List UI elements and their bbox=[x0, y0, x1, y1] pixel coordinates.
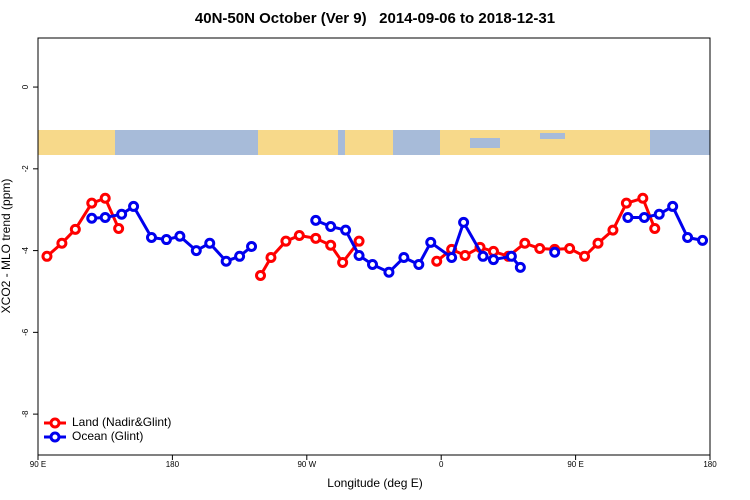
data-point bbox=[564, 243, 576, 255]
land-strip bbox=[345, 130, 393, 155]
ocean-strip bbox=[470, 138, 500, 148]
x-axis-label: Longitude (deg E) bbox=[327, 476, 422, 490]
data-point bbox=[425, 236, 437, 248]
legend-marker bbox=[49, 417, 61, 429]
data-point bbox=[86, 197, 98, 209]
data-point bbox=[255, 270, 267, 282]
data-point bbox=[638, 211, 650, 223]
data-point bbox=[649, 223, 661, 235]
y-tick-label: -8 bbox=[21, 410, 30, 418]
chart-title: 40N-50N October (Ver 9) 2014-09-06 to 20… bbox=[195, 10, 555, 27]
data-point bbox=[160, 234, 172, 246]
data-point bbox=[116, 208, 128, 220]
data-point bbox=[310, 232, 322, 244]
y-tick-label: 0 bbox=[21, 84, 30, 89]
data-point bbox=[383, 266, 395, 278]
ocean-strip bbox=[540, 133, 565, 139]
x-tick-label: 0 bbox=[439, 460, 444, 469]
map-strip bbox=[38, 130, 710, 155]
data-point bbox=[69, 223, 81, 235]
data-point bbox=[128, 200, 140, 212]
data-point bbox=[579, 250, 591, 262]
data-point bbox=[458, 216, 470, 228]
data-point bbox=[325, 239, 337, 251]
data-point bbox=[514, 261, 526, 273]
data-point bbox=[622, 211, 634, 223]
x-tick-label: 90 W bbox=[297, 460, 316, 469]
data-point bbox=[487, 254, 499, 266]
data-point bbox=[446, 252, 458, 264]
data-point bbox=[56, 237, 68, 249]
data-point bbox=[477, 250, 489, 262]
data-point bbox=[607, 224, 619, 236]
legend-label: Ocean (Glint) bbox=[72, 429, 143, 443]
data-point bbox=[667, 200, 679, 212]
data-point bbox=[592, 237, 604, 249]
data-point bbox=[190, 245, 202, 257]
data-point bbox=[113, 223, 125, 235]
data-point bbox=[41, 250, 53, 262]
data-point bbox=[325, 220, 337, 232]
data-point bbox=[549, 246, 561, 258]
data-point bbox=[505, 250, 517, 262]
data-point bbox=[367, 258, 379, 270]
x-tick-label: 180 bbox=[166, 460, 180, 469]
data-point bbox=[697, 234, 709, 246]
data-point bbox=[353, 249, 365, 261]
y-tick-label: -4 bbox=[21, 246, 30, 254]
data-point bbox=[99, 211, 111, 223]
data-point bbox=[220, 255, 232, 267]
y-tick-label: -6 bbox=[21, 328, 30, 336]
data-point bbox=[337, 256, 349, 268]
data-point bbox=[620, 197, 632, 209]
data-point bbox=[413, 258, 425, 270]
y-axis-label: XCO2 - MLO trend (ppm) bbox=[0, 179, 13, 314]
data-point bbox=[246, 241, 258, 252]
data-point bbox=[653, 208, 665, 220]
x-tick-label: 90 E bbox=[30, 460, 46, 469]
data-point bbox=[234, 250, 246, 262]
data-point bbox=[99, 192, 111, 204]
data-point bbox=[174, 230, 186, 242]
plot-frame bbox=[37, 37, 711, 456]
data-point bbox=[145, 232, 157, 244]
data-point bbox=[534, 243, 546, 255]
data-point bbox=[459, 249, 471, 261]
y-tick-label: -2 bbox=[21, 165, 30, 173]
data-point bbox=[310, 214, 322, 226]
data-point bbox=[86, 212, 98, 224]
x-tick-label: 180 bbox=[703, 460, 717, 469]
x-tick-label: 90 E bbox=[567, 460, 583, 469]
data-point bbox=[340, 224, 352, 236]
data-point bbox=[353, 235, 365, 247]
data-point bbox=[519, 237, 531, 249]
data-point bbox=[398, 252, 410, 264]
data-point bbox=[637, 192, 649, 204]
data-point bbox=[204, 237, 216, 249]
land-strip bbox=[258, 130, 338, 155]
legend-marker bbox=[49, 431, 61, 443]
legend-label: Land (Nadir&Glint) bbox=[72, 415, 171, 429]
land-strip bbox=[38, 130, 115, 155]
data-point bbox=[280, 235, 292, 247]
data-point bbox=[682, 232, 694, 244]
data-point bbox=[293, 229, 305, 241]
data-point bbox=[431, 255, 443, 267]
data-point bbox=[265, 252, 277, 264]
